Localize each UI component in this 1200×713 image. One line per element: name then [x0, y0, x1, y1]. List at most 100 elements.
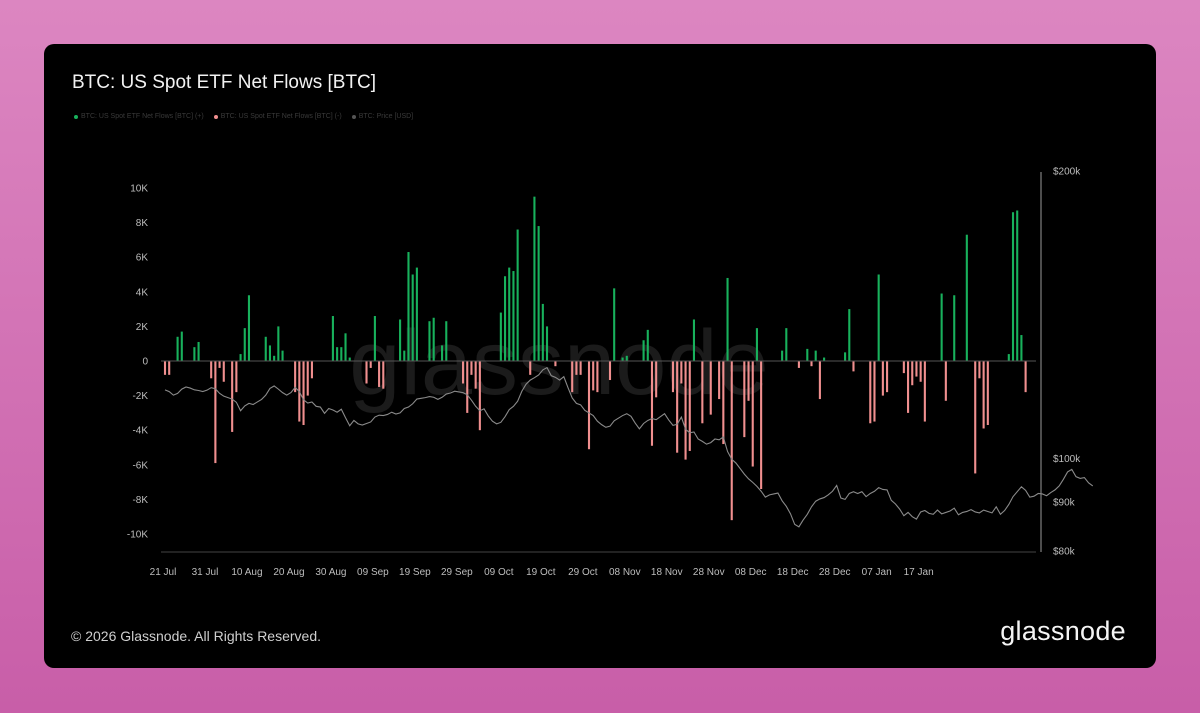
bar-positive	[1011, 212, 1015, 361]
bar-negative	[163, 361, 167, 375]
bar-positive	[1016, 210, 1019, 361]
bar-negative	[310, 361, 313, 379]
bar-positive	[806, 348, 809, 361]
bar-positive	[953, 295, 956, 361]
y-left-tick-label: 4K	[136, 287, 149, 298]
bar-positive	[373, 316, 376, 361]
watermark: glassnode	[349, 312, 768, 414]
bar-positive	[503, 276, 507, 361]
bar-positive	[331, 316, 334, 361]
legend-item-positive[interactable]: BTC: US Spot ETF Net Flows [BTC] (+)	[74, 113, 204, 120]
y-left-tick-label: 2K	[136, 322, 149, 333]
bar-negative	[797, 361, 800, 368]
bar-positive	[545, 326, 549, 361]
bar-negative	[810, 361, 813, 367]
legend-label-positive: BTC: US Spot ETF Net Flows [BTC] (+)	[81, 113, 204, 120]
bar-negative	[701, 361, 704, 424]
bar-positive	[512, 271, 515, 361]
bar-negative	[722, 361, 725, 445]
bar-negative	[218, 361, 221, 368]
chart-plot: glassnode 10K 8K 6K 4K 2K 0 -2K -4K -6K -8K -10K $…	[127, 167, 1094, 578]
brand-logo: glassnode	[1000, 616, 1126, 646]
legend-dot-positive	[74, 114, 78, 119]
x-tick-label: 19 Oct	[526, 567, 556, 578]
bar-negative	[168, 361, 171, 375]
bar-positive	[336, 347, 339, 361]
bar-negative	[378, 361, 381, 387]
y-right-tick-label: $100k	[1053, 454, 1081, 465]
bar-positive	[785, 328, 788, 361]
bar-negative	[944, 361, 947, 401]
bar-positive	[407, 252, 410, 361]
bar-negative	[869, 361, 872, 424]
bar-positive	[403, 350, 406, 361]
x-tick-label: 17 Jan	[904, 567, 934, 578]
x-tick-label: 29 Sep	[441, 567, 473, 578]
bar-negative	[478, 361, 481, 431]
bar-negative	[462, 361, 465, 384]
bar-positive	[692, 319, 696, 361]
bar-positive	[823, 357, 826, 361]
bar-positive	[781, 350, 784, 361]
bar-positive	[273, 355, 276, 361]
bar-negative	[466, 361, 469, 413]
y-right-tick-label: $90k	[1053, 498, 1076, 509]
bar-negative	[575, 361, 578, 375]
bar-negative	[554, 361, 557, 367]
bar-positive	[176, 336, 179, 361]
bar-negative	[587, 361, 591, 450]
price-line	[164, 366, 1094, 528]
x-axis: 21 Jul 31 Jul 10 Aug 20 Aug 30 Aug 09 Sep 19 S…	[150, 567, 934, 578]
x-tick-label: 09 Sep	[357, 567, 389, 578]
bar-positive	[940, 293, 943, 361]
legend: BTC: US Spot ETF Net Flows [BTC] (+) BTC…	[74, 113, 413, 120]
x-tick-label: 09 Oct	[484, 567, 514, 578]
x-tick-label: 30 Aug	[315, 567, 346, 578]
bar-negative	[579, 361, 582, 375]
bar-positive	[243, 328, 246, 361]
bar-positive	[533, 196, 536, 361]
legend-dot-negative	[213, 114, 218, 119]
bar-positive	[814, 350, 817, 361]
bar-negative	[608, 361, 612, 381]
bar-negative	[1024, 361, 1027, 393]
x-tick-label: 10 Aug	[231, 567, 262, 578]
bar-positive	[621, 357, 624, 361]
bar-positive	[411, 274, 414, 361]
legend-dot-price	[351, 114, 356, 119]
bar-negative	[730, 361, 733, 521]
bar-negative	[302, 361, 305, 426]
bar-positive	[646, 329, 649, 361]
bar-negative	[214, 361, 217, 464]
legend-item-price[interactable]: BTC: Price [USD]	[351, 113, 413, 120]
bar-negative	[222, 361, 225, 382]
bar-negative	[902, 361, 905, 374]
bar-positive	[516, 229, 519, 361]
chart-title: BTC: US Spot ETF Net Flows [BTC]	[72, 72, 377, 93]
legend-item-negative[interactable]: BTC: US Spot ETF Net Flows [BTC] (-)	[213, 113, 342, 120]
x-tick-label: 28 Dec	[819, 567, 851, 578]
bar-positive	[441, 345, 444, 361]
y-left-tick-label: 0	[142, 357, 148, 368]
y-left-tick-label: 10K	[130, 184, 148, 195]
x-tick-label: 28 Nov	[693, 567, 725, 578]
bar-negative	[210, 361, 213, 379]
bar-positive	[239, 354, 242, 361]
x-tick-label: 08 Dec	[735, 567, 767, 578]
y-left-tick-label: 8K	[136, 218, 149, 229]
bar-negative	[881, 361, 884, 396]
y-left-axis: 10K 8K 6K 4K 2K 0 -2K -4K -6K -8K -10K	[127, 184, 149, 541]
x-tick-label: 18 Dec	[777, 567, 809, 578]
bar-positive	[755, 328, 758, 361]
x-tick-label: 31 Jul	[192, 567, 219, 578]
bar-positive	[541, 303, 544, 361]
y-right-axis: $200k $100k $90k $80k	[1053, 167, 1081, 558]
bar-negative	[592, 361, 595, 391]
bar-negative	[231, 361, 234, 432]
bar-positive	[537, 226, 540, 361]
bar-positive	[1020, 335, 1023, 361]
bar-negative	[235, 361, 238, 393]
bar-negative	[671, 361, 675, 393]
bar-negative	[382, 361, 385, 389]
bar-negative	[474, 361, 477, 389]
